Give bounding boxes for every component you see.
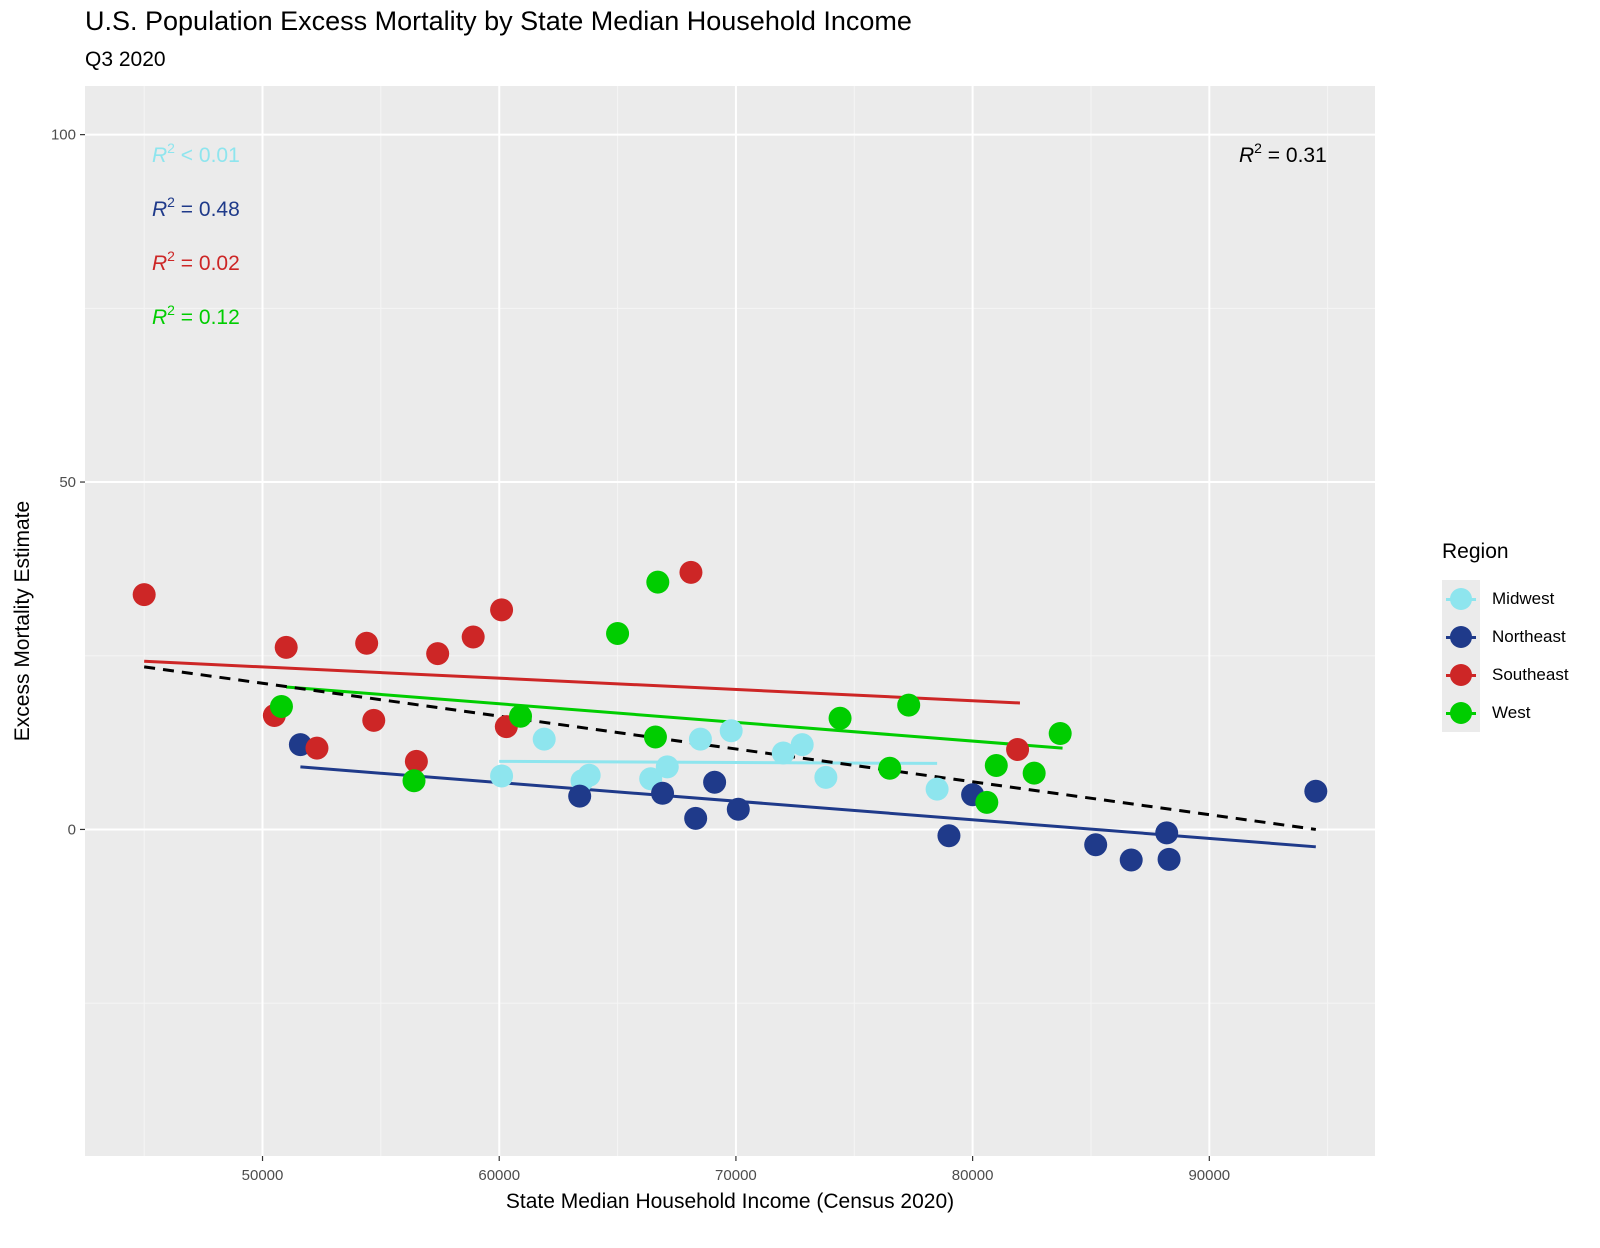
legend-item-northeast: Northeast — [1442, 618, 1569, 656]
data-point-southeast — [461, 625, 485, 649]
data-point-west — [402, 769, 426, 793]
data-point-northeast — [1084, 833, 1108, 857]
data-point-southeast — [132, 583, 156, 607]
data-point-west — [878, 756, 902, 780]
data-point-midwest — [719, 719, 743, 743]
legend: Region Midwest Northeast Southeast West — [1442, 540, 1569, 732]
x-axis-title: State Median Household Income (Census 20… — [506, 1190, 954, 1213]
grid-lines — [85, 86, 1375, 1156]
data-point-northeast — [684, 806, 708, 830]
data-point-west — [975, 790, 999, 814]
data-point-northeast — [937, 824, 961, 848]
legend-item-west: West — [1442, 694, 1569, 732]
data-point-midwest — [577, 763, 601, 787]
data-point-northeast — [726, 797, 750, 821]
trend-line-west — [286, 685, 1063, 750]
data-point-midwest — [655, 755, 679, 779]
legend-label: West — [1492, 703, 1531, 722]
data-point-midwest — [532, 727, 556, 751]
plot-panel — [85, 86, 1375, 1156]
data-point-west — [606, 622, 630, 646]
legend-key — [1442, 656, 1480, 694]
r2-label-west: R2 = 0.12 — [152, 302, 240, 329]
legend-key — [1442, 618, 1480, 656]
legend-title: Region — [1442, 540, 1509, 563]
data-point-west — [269, 694, 293, 718]
data-point-northeast — [1304, 779, 1328, 803]
trend-lines — [143, 659, 1317, 849]
y-tick-label: 50 — [59, 474, 76, 491]
data-point-midwest — [790, 733, 814, 757]
data-point-midwest — [925, 777, 949, 801]
data-point-southeast — [1006, 738, 1030, 762]
data-point-northeast — [1119, 848, 1143, 872]
data-point-southeast — [490, 598, 514, 622]
data-point-west — [1022, 761, 1046, 785]
legend-key-dot — [1450, 626, 1472, 648]
data-point-west — [646, 570, 670, 594]
data-point-midwest — [688, 727, 712, 751]
legend-key-dot — [1450, 664, 1472, 686]
data-point-west — [984, 754, 1008, 778]
y-tick-label: 0 — [68, 821, 76, 838]
data-point-northeast — [1157, 847, 1181, 871]
legend-label: Midwest — [1492, 589, 1555, 608]
legend-items: Midwest Northeast Southeast West — [1442, 580, 1569, 732]
legend-key — [1442, 580, 1480, 618]
data-point-southeast — [305, 736, 329, 760]
legend-label: Northeast — [1492, 627, 1566, 646]
y-axis-title: Excess Mortality Estimate — [11, 501, 34, 741]
data-point-west — [643, 725, 667, 749]
data-point-southeast — [362, 708, 386, 732]
legend-label: Southeast — [1492, 665, 1569, 684]
r2-label-midwest: R2 < 0.01 — [152, 140, 240, 167]
trend-line-southeast — [144, 659, 1021, 705]
data-point-northeast — [1155, 821, 1179, 845]
legend-item-southeast: Southeast — [1442, 656, 1569, 694]
data-point-midwest — [490, 764, 514, 788]
data-point-southeast — [355, 631, 379, 655]
data-point-west — [897, 693, 921, 717]
overall-trend-line — [143, 665, 1317, 831]
data-points — [132, 560, 1328, 872]
data-point-northeast — [651, 781, 675, 805]
axis-ticks: 50000 60000 70000 80000 90000 0 50 100 — [51, 127, 1230, 1184]
chart-subtitle: Q3 2020 — [85, 48, 166, 71]
data-point-west — [828, 706, 852, 730]
x-tick-label: 70000 — [715, 1167, 757, 1184]
data-point-southeast — [404, 749, 428, 773]
chart-title: U.S. Population Excess Mortality by Stat… — [85, 6, 912, 36]
data-point-west — [1048, 722, 1072, 746]
legend-key-dot — [1450, 702, 1472, 724]
x-tick-label: 80000 — [952, 1167, 994, 1184]
data-point-midwest — [814, 765, 838, 789]
data-point-west — [509, 704, 533, 728]
data-point-southeast — [426, 642, 450, 666]
data-point-southeast — [679, 560, 703, 584]
r2-label-overall: R2 = 0.31 — [1239, 140, 1327, 167]
r2-label-northeast: R2 = 0.48 — [152, 194, 240, 221]
data-point-northeast — [568, 784, 592, 808]
data-point-midwest — [771, 741, 795, 765]
x-tick-label: 90000 — [1188, 1167, 1230, 1184]
trend-line-midwest — [499, 759, 938, 765]
x-tick-label: 50000 — [242, 1167, 284, 1184]
r2-label-southeast: R2 = 0.02 — [152, 248, 240, 275]
legend-key — [1442, 694, 1480, 732]
data-point-southeast — [274, 635, 298, 659]
y-tick-label: 100 — [51, 127, 76, 144]
x-tick-label: 60000 — [478, 1167, 520, 1184]
legend-item-midwest: Midwest — [1442, 580, 1569, 618]
data-point-northeast — [703, 770, 727, 794]
legend-key-dot — [1450, 588, 1472, 610]
trend-line-northeast — [300, 765, 1316, 849]
r2-annotations: R2 < 0.01 R2 = 0.48 R2 = 0.02 R2 = 0.12 R2 =… — [152, 140, 1327, 329]
